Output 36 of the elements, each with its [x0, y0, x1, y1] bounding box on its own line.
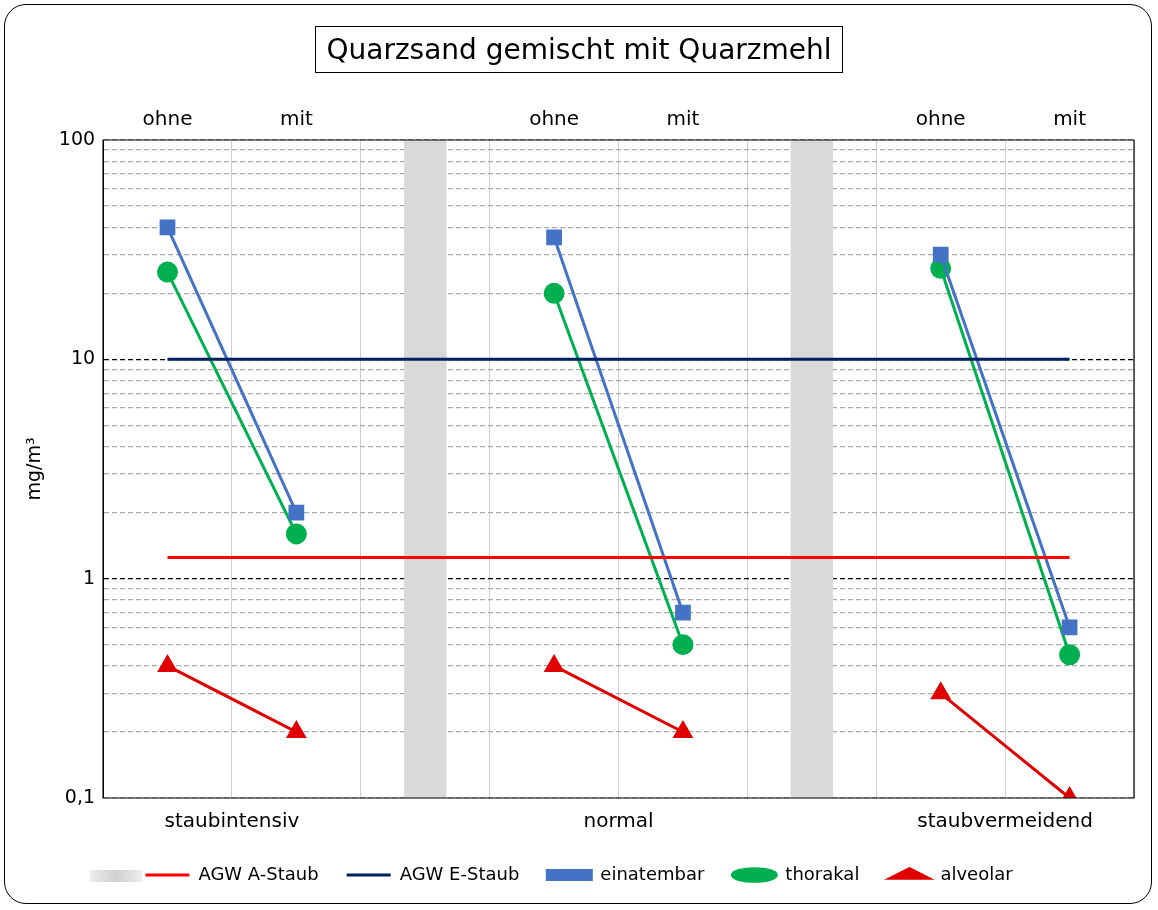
- legend-label: AGW E-Staub: [399, 862, 520, 884]
- point: [1059, 644, 1081, 666]
- point: [287, 721, 306, 738]
- point: [285, 523, 307, 545]
- text: normal: [583, 808, 654, 833]
- point: [157, 261, 178, 283]
- chart-title: Quarzsand gemischt mit Quarzmehl: [315, 26, 843, 73]
- point: [1061, 619, 1078, 636]
- point: [932, 246, 949, 263]
- text: staubintensiv: [164, 808, 300, 833]
- point: [673, 721, 693, 738]
- point: [544, 655, 564, 672]
- legend-label: alveolar: [940, 862, 1014, 884]
- x-tick-label: ohne: [529, 106, 580, 131]
- y-tick-label: 1: [82, 565, 96, 588]
- legend-label: AGW A-Staub: [198, 862, 319, 884]
- point: [672, 634, 694, 656]
- point: [158, 655, 177, 672]
- point: [159, 219, 176, 236]
- text: staubvermeidend: [917, 808, 1093, 833]
- x-tick-label: mit: [279, 106, 313, 131]
- point: [675, 604, 691, 621]
- x-tick-label: mit: [1053, 106, 1087, 131]
- x-tick-label: ohne: [142, 106, 193, 131]
- y-tick-label: 10: [70, 346, 96, 369]
- x-tick-label: mit: [666, 106, 700, 131]
- y-axis-title: mg/m³: [22, 437, 45, 501]
- point: [543, 282, 565, 304]
- x-tick-label: ohne: [915, 106, 966, 131]
- point: [546, 229, 562, 246]
- y-tick-label: 100: [58, 126, 96, 149]
- point: [288, 504, 305, 521]
- point: [931, 682, 950, 700]
- y-tick-label: 0,1: [64, 784, 96, 807]
- legend-label: thorakal: [785, 862, 860, 884]
- legend-label: einatembar: [600, 862, 705, 884]
